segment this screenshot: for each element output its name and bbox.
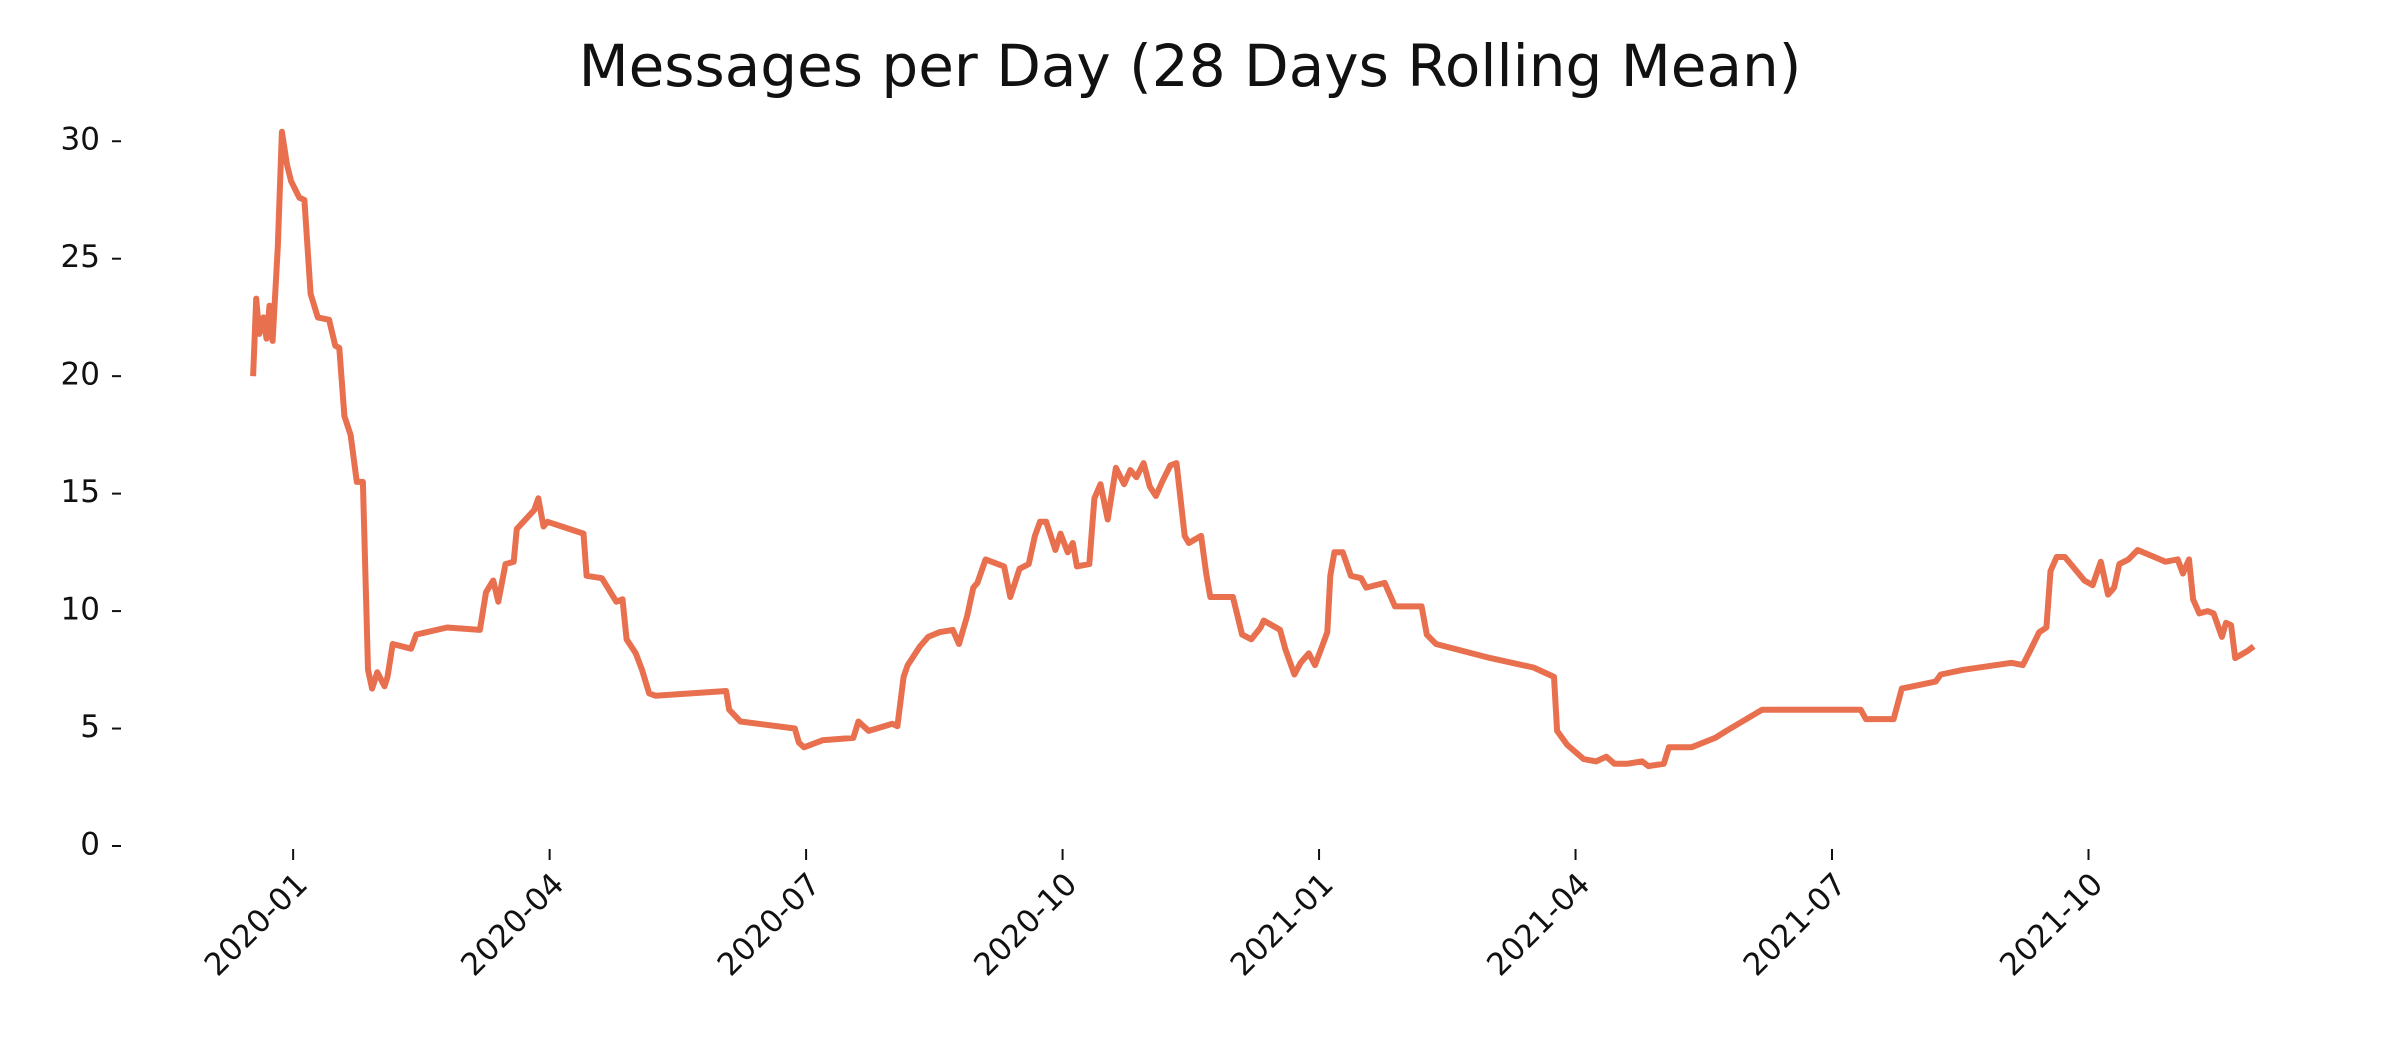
x-tick-label: 2020-07 (711, 866, 828, 983)
x-tick-label: 2020-10 (967, 866, 1084, 983)
y-tick-label: 30 (61, 122, 100, 158)
x-tick-label: 2021-07 (1737, 866, 1854, 983)
y-tick-label: 15 (61, 474, 100, 510)
y-tick-label: 20 (61, 357, 100, 393)
x-tick-label: 2021-01 (1224, 866, 1341, 983)
chart-title: Messages per Day (28 Days Rolling Mean) (579, 32, 1802, 100)
x-tick-label: 2020-01 (198, 866, 315, 983)
y-tick-label: 25 (61, 239, 100, 275)
x-tick-label: 2021-10 (1993, 866, 2110, 983)
x-tick-label: 2020-04 (454, 866, 571, 983)
y-tick-label: 0 (80, 827, 100, 863)
x-tick-label: 2021-04 (1480, 866, 1597, 983)
y-tick-label: 10 (61, 592, 100, 628)
y-tick-label: 5 (80, 709, 100, 745)
line (250, 128, 2256, 770)
